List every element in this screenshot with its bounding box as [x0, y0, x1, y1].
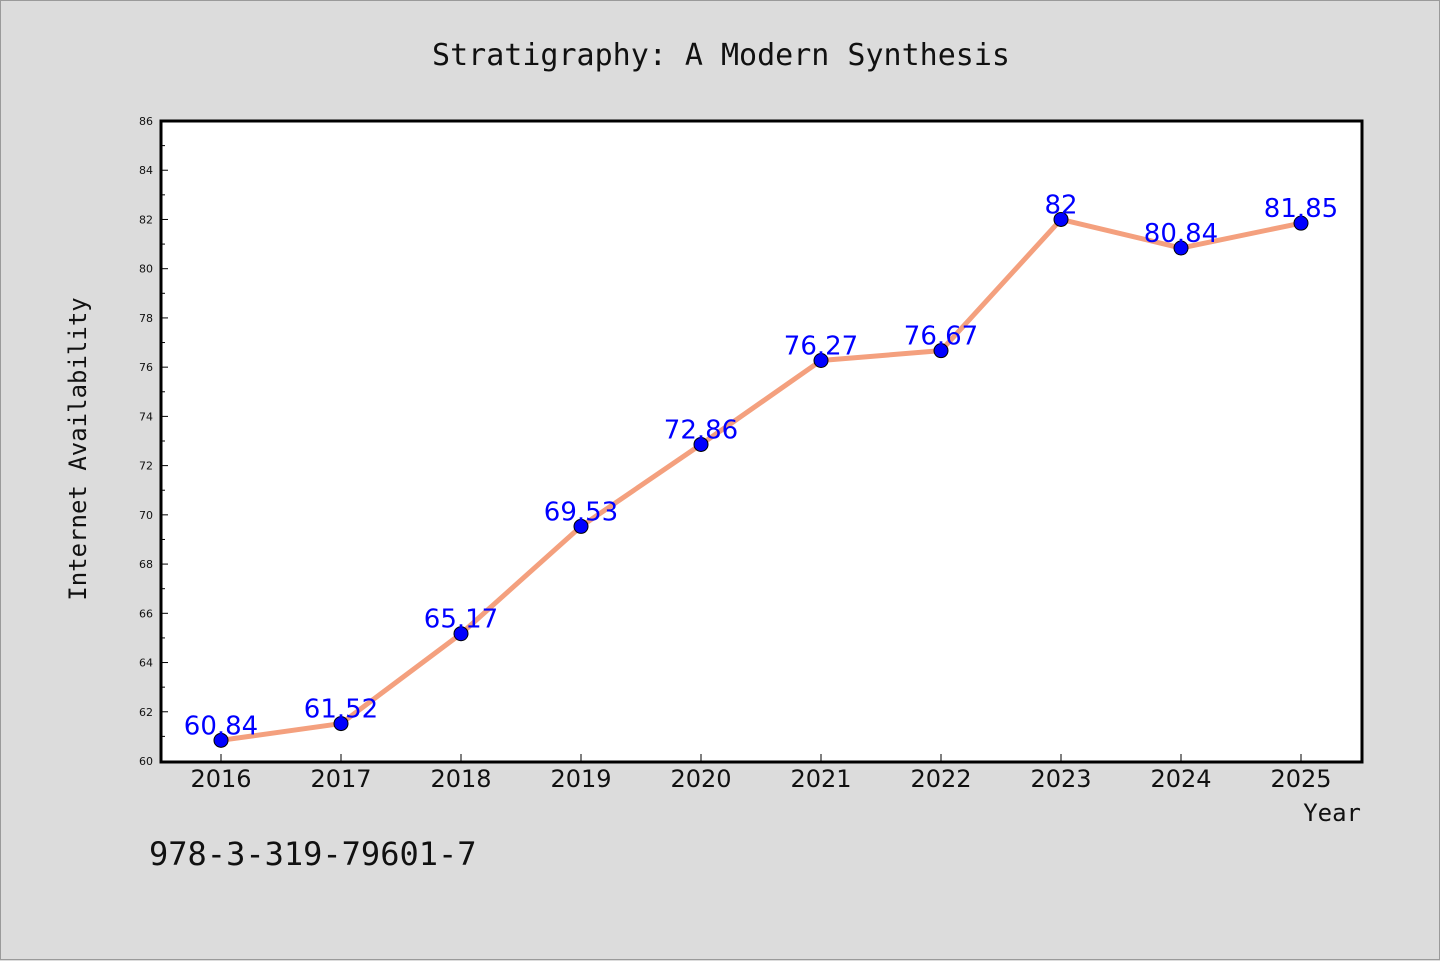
data-label: 76.67 — [904, 322, 978, 352]
x-axis-label: Year — [1303, 799, 1361, 827]
x-tick-label: 2021 — [790, 765, 851, 793]
data-point — [333, 716, 349, 732]
data-label: 61.52 — [304, 695, 378, 725]
data-label: 65.17 — [424, 605, 498, 635]
y-tick-label: 62 — [139, 706, 153, 719]
data-label: 82 — [1044, 190, 1077, 220]
y-tick-label: 78 — [139, 312, 153, 325]
x-tick-label: 2024 — [1150, 765, 1211, 793]
y-tick-label: 64 — [139, 657, 153, 670]
x-tick-label: 2018 — [430, 765, 491, 793]
data-point — [1293, 215, 1309, 231]
x-tick-label: 2025 — [1270, 765, 1331, 793]
data-point — [213, 732, 229, 748]
data-label: 72.86 — [664, 415, 738, 445]
y-tick-label: 72 — [139, 460, 153, 473]
data-point — [573, 518, 589, 534]
data-label: 60.84 — [184, 711, 258, 741]
data-label: 69.53 — [544, 497, 618, 527]
data-point — [453, 626, 469, 642]
y-tick-label: 82 — [139, 213, 153, 226]
y-tick-label: 86 — [139, 115, 153, 128]
y-tick-label: 76 — [139, 361, 153, 374]
x-tick-label: 2020 — [670, 765, 731, 793]
x-tick-label: 2016 — [190, 765, 251, 793]
y-tick-label: 84 — [139, 164, 153, 177]
y-tick-label: 60 — [139, 755, 153, 768]
plot-area — [159, 119, 1364, 764]
y-tick-label: 68 — [139, 558, 153, 571]
series-line-group: 60.84 61.52 65.17 69.53 72.86 76.27 76.67 82 80.… — [184, 190, 1338, 748]
data-label: 80.84 — [1144, 219, 1218, 249]
y-tick-label: 66 — [139, 607, 153, 620]
data-point — [1173, 240, 1189, 256]
y-tick-label: 80 — [139, 263, 153, 276]
x-axis: 2016 2017 2018 2019 2020 2021 2022 2023 2024 2025 — [190, 754, 1332, 793]
data-label: 76.27 — [784, 332, 858, 362]
data-point — [1053, 211, 1069, 227]
data-point — [813, 353, 829, 369]
y-axis-label: Internet Availability — [64, 297, 92, 600]
y-axis: 60 62 64 66 68 70 72 74 76 78 80 82 84 86 — [139, 115, 168, 768]
x-tick-label: 2023 — [1030, 765, 1091, 793]
x-tick-label: 2017 — [310, 765, 371, 793]
series-line — [218, 216, 1304, 743]
data-point — [693, 436, 709, 452]
footer-code: 978-3-319-79601-7 — [149, 835, 477, 873]
y-tick-label: 70 — [139, 509, 153, 522]
data-point — [933, 343, 949, 359]
y-tick-label: 74 — [139, 410, 153, 423]
chart-title: Stratigraphy: A Modern Synthesis — [432, 38, 1010, 73]
data-label: 81.85 — [1264, 194, 1338, 224]
x-tick-label: 2022 — [910, 765, 971, 793]
x-tick-label: 2019 — [550, 765, 611, 793]
